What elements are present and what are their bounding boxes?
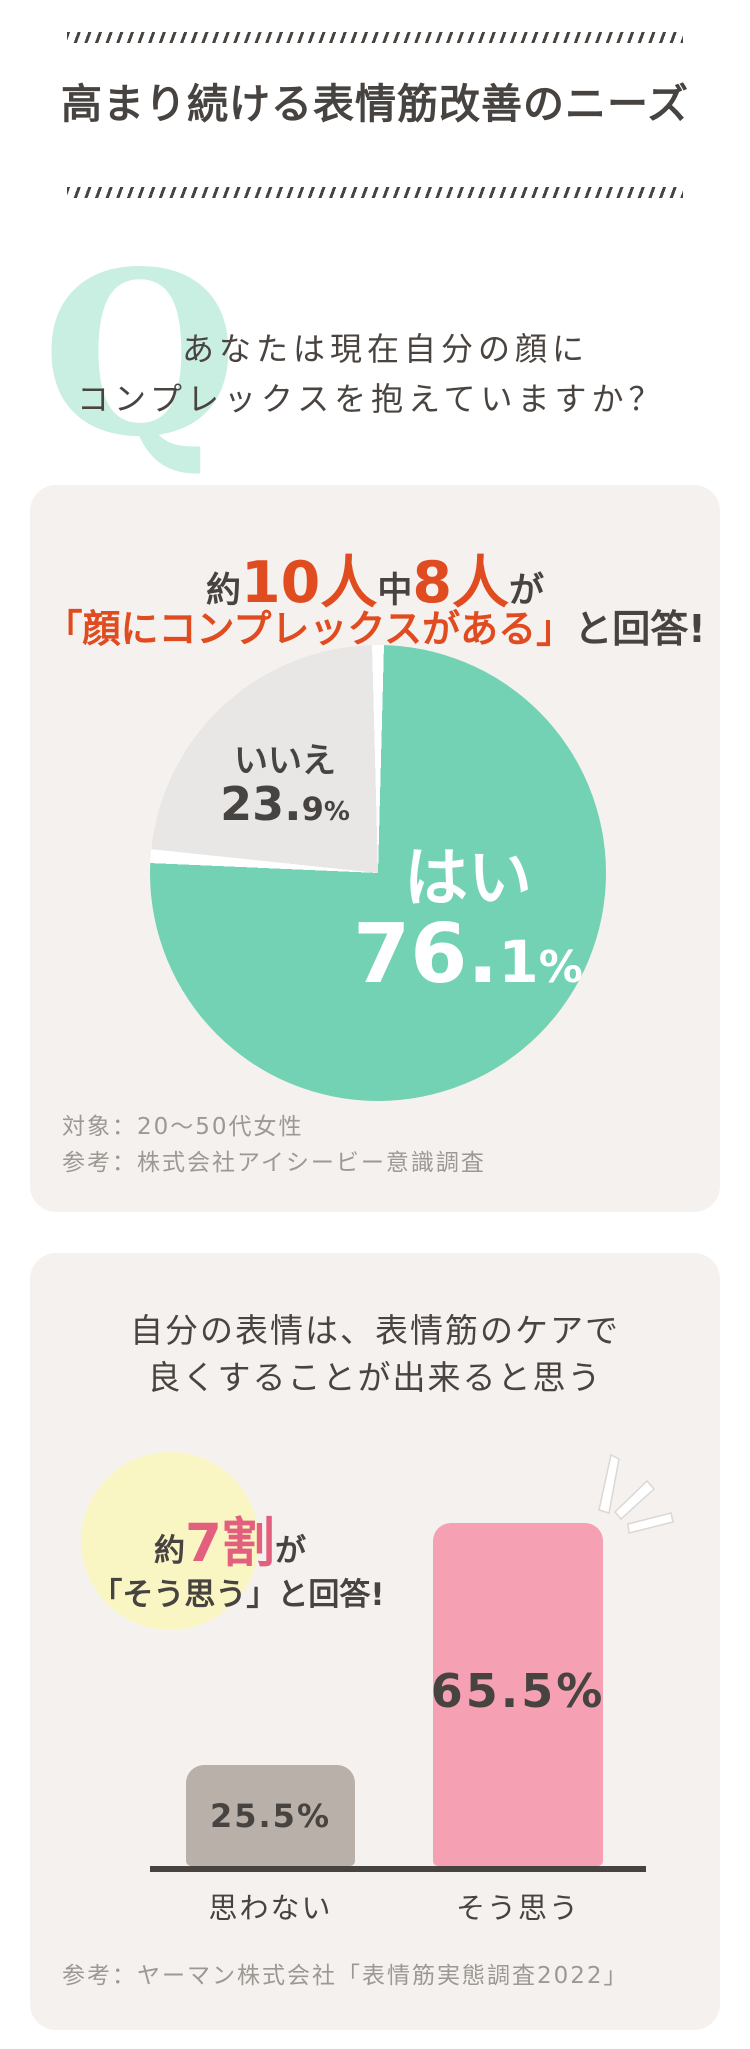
question-line-1: あなたは現在自分の顔に — [182, 330, 590, 368]
bar-card-title: 自分の表情は、表情筋のケアで 良くすることが出来ると思う — [30, 1307, 720, 1401]
pie-no-label: いいえ — [234, 741, 336, 781]
headline-suffix: が — [509, 571, 545, 611]
bar-omowanai-value: 25.5% — [209, 1796, 331, 1835]
badge-subheadline: 「そう思う」と回答! — [91, 1577, 385, 1613]
hatch-divider-bottom — [67, 187, 683, 198]
headline-middle: 中 — [377, 571, 413, 611]
pie-chart: いいえ 23.9% はい 76.1% — [150, 645, 606, 1101]
badge-number-7wari: 7割 — [185, 1513, 275, 1574]
question-line-2: コンプレックスを抱えていますか？ — [77, 380, 666, 418]
bar-souomou: 65.5% — [430, 1523, 606, 1866]
headline-number-10: 10人 — [240, 550, 378, 616]
headline-prefix: 約 — [205, 571, 241, 611]
pie-slice-label-no: いいえ 23.9% — [195, 741, 375, 828]
question-q-letter: Q — [42, 223, 238, 487]
bar-card-title-line2: 良くすることが出来ると思う — [147, 1358, 603, 1397]
bar-card-title-line1: 自分の表情は、表情筋のケアで — [130, 1311, 620, 1350]
bar-chart-card: 自分の表情は、表情筋のケアで 良くすることが出来ると思う 約7割が 「そう思う」… — [30, 1253, 720, 2030]
subheadline-highlight: 「顔にコンプレックスがある」 — [44, 607, 575, 651]
bar-category-omowanai: 思わない — [208, 1891, 333, 1925]
highlight-circle — [81, 1452, 259, 1630]
hatch-divider-top — [67, 32, 683, 43]
pie-card-note-target: 対象：20〜50代女性 — [62, 1114, 304, 1140]
pie-card-subheadline: 「顔にコンプレックスがある」と回答! — [30, 598, 720, 653]
pie-card-headline: 約10人中8人が — [30, 537, 720, 619]
burst-emphasis-icon — [598, 1453, 674, 1534]
bar-card-note-source: 参考：ヤーマン株式会社「表情筋実態調査2022」 — [62, 1963, 629, 1989]
pie-yes-value: 76.1% — [353, 907, 583, 1002]
pie-card-note-source: 参考：株式会社アイシービー意識調査 — [62, 1150, 486, 1176]
badge-headline: 約7割が — [154, 1513, 306, 1574]
subheadline-rest: と回答! — [574, 607, 706, 651]
pie-chart-card: 約10人中8人が 「顔にコンプレックスがある」と回答! いいえ 23.9% はい… — [30, 485, 720, 1212]
pie-slice-label-yes: はい 76.1% — [338, 843, 598, 996]
bar-category-souomou: そう思う — [455, 1891, 580, 1925]
bar-chart-baseline — [150, 1866, 646, 1872]
headline-number-8: 8人 — [412, 550, 509, 616]
page-title: 高まり続ける表情筋改善のニーズ — [61, 80, 689, 128]
pie-no-value: 23.9% — [220, 777, 350, 831]
bar-omowanai: 25.5% — [186, 1765, 355, 1866]
pie-yes-label: はい — [404, 842, 532, 916]
bar-souomou-value: 65.5% — [430, 1663, 606, 1718]
